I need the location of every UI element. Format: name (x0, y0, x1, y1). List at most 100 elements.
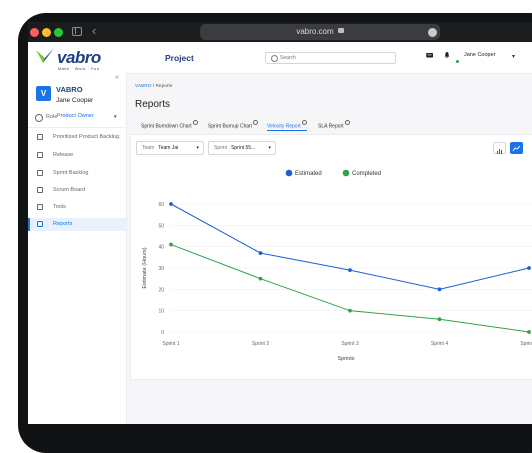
legend-marker (342, 169, 350, 177)
data-point (348, 308, 352, 313)
chart-gridlines (171, 203, 532, 333)
y-tick-labels: 0 10 20 30 40 50 60 (158, 202, 164, 336)
role-value: Product Owner (57, 113, 94, 119)
vabro-logo[interactable]: vabro Make · Work · Fun (35, 47, 101, 71)
maximize-window-icon[interactable] (54, 28, 63, 37)
sidebar: « V VABRO Jane Cooper Role Product Owner… (28, 73, 127, 424)
role-chevron-icon: ▾ (114, 114, 117, 120)
header-user-name[interactable]: Jane Cooper (464, 52, 496, 58)
y-tick-label: 50 (158, 223, 164, 229)
sidebar-item-label: Tools (53, 204, 66, 210)
close-window-icon[interactable] (30, 28, 39, 37)
project-label[interactable]: Project (165, 53, 194, 63)
app-screen: vabro Make · Work · Fun Project Jane Coo… (28, 42, 532, 424)
chart-series (169, 202, 531, 334)
data-point (527, 266, 531, 270)
bell-icon[interactable] (442, 52, 452, 58)
team-select-value: Team Jai (158, 145, 179, 151)
tab-sla-report[interactable]: SLA Report (318, 120, 350, 130)
collapse-sidebar-icon[interactable]: « (115, 74, 119, 81)
tab-label: Velocity Report (267, 123, 301, 130)
user-menu-chevron-icon[interactable]: ▾ (512, 54, 516, 60)
info-icon (344, 120, 350, 125)
bar-chart-icon (497, 149, 502, 154)
sidebar-item-label: Sprint Backlog (53, 170, 89, 176)
lock-icon (337, 28, 344, 34)
search-icon (271, 55, 278, 62)
breadcrumb: VABRO / Reports (135, 84, 172, 89)
series-line-completed (170, 244, 530, 333)
breadcrumb-separator: / (152, 84, 156, 89)
tab-label: Sprint Burndown Chart (141, 123, 192, 130)
y-axis-label: Estimate (Hours) (142, 247, 148, 288)
app-header: vabro Make · Work · Fun Project Jane Coo… (28, 42, 532, 74)
sidebar-item-prioritized-product-backlog[interactable]: Prioritized Product Backlog (28, 131, 126, 144)
logo-tagline: Make · Work · Fun (58, 67, 100, 71)
tab-sprint-burnup-chart[interactable]: Sprint Burnup Chart (208, 120, 259, 130)
data-point (527, 330, 531, 334)
search-input[interactable] (280, 53, 390, 63)
breadcrumb-root[interactable]: VABRO (135, 84, 152, 89)
data-point (348, 268, 352, 273)
x-tick-label: Sprint 2 (252, 341, 269, 347)
sprint-select[interactable]: Sprint Sprint 55... ▾ (208, 141, 276, 155)
x-axis-label: Sprints (337, 356, 354, 362)
tab-velocity-report[interactable]: Velocity Report (267, 120, 307, 131)
search-box[interactable] (265, 52, 396, 64)
chart-legend: Estimated Completed (285, 169, 381, 177)
sidebar-item-label: Prioritized Product Backlog (53, 134, 120, 140)
x-tick-label: Sprint 1 (162, 341, 179, 347)
address-bar[interactable]: vabro.com (200, 24, 440, 40)
x-tick-label: Sprint 3 (341, 341, 358, 347)
chat-icon[interactable] (425, 53, 435, 59)
y-tick-label: 40 (158, 245, 164, 251)
page-action-icon[interactable] (428, 28, 437, 37)
chevron-down-icon: ▾ (268, 145, 271, 151)
x-tick-label: Sprint 5 (520, 341, 532, 347)
role-selector[interactable]: Role Product Owner ▾ (34, 112, 119, 124)
sprint-select-value: Sprint 55... (231, 145, 256, 151)
main-content: VABRO / Reports Reports Sprint Burndown … (126, 73, 532, 424)
sidebar-item-label: Release (53, 152, 74, 158)
velocity-chart: Estimated Completed 0 10 20 30 40 50 60 Sprint … (142, 169, 532, 362)
bar-chart-view-button[interactable] (493, 142, 506, 154)
rocket-icon (37, 152, 43, 158)
role-icon (35, 114, 43, 122)
y-tick-label: 30 (158, 266, 164, 272)
sidebar-toggle-icon[interactable] (72, 27, 82, 36)
sidebar-item-label: Reports (53, 221, 73, 227)
minimize-window-icon[interactable] (42, 28, 51, 37)
reports-icon (37, 221, 43, 227)
url-text: vabro.com (296, 27, 334, 36)
back-chevron-icon[interactable]: ‹ (92, 23, 97, 38)
sidebar-item-release[interactable]: Release (28, 149, 126, 162)
data-point (258, 251, 263, 255)
x-tick-label: Sprint 4 (431, 341, 448, 347)
role-label: Role (46, 114, 58, 120)
data-point (437, 317, 442, 322)
team-select[interactable]: Team Team Jai ▾ (136, 141, 204, 155)
org-avatar: V (36, 86, 51, 101)
backlog-icon (37, 134, 43, 140)
line-chart-view-button[interactable] (510, 142, 523, 154)
chevron-down-icon: ▾ (196, 145, 199, 151)
tab-sprint-burndown-chart[interactable]: Sprint Burndown Chart (141, 120, 198, 130)
breadcrumb-current: Reports (155, 84, 173, 89)
tab-label: Sprint Burnup Chart (208, 123, 253, 130)
info-icon (192, 120, 198, 125)
line-chart-icon (512, 145, 521, 152)
sidebar-item-scrum-board[interactable]: Scrum Board (28, 184, 126, 197)
data-point (169, 242, 173, 247)
y-tick-label: 10 (158, 309, 164, 315)
sprint-icon (37, 170, 43, 176)
x-tick-labels: Sprint 1 Sprint 2 Sprint 3 Sprint 4 Sprint 5 (162, 341, 532, 347)
sidebar-item-tools[interactable]: Tools (28, 201, 126, 214)
sidebar-item-label: Scrum Board (53, 187, 86, 193)
y-tick-label: 20 (158, 287, 164, 293)
sidebar-item-reports[interactable]: Reports (28, 218, 126, 231)
data-point (437, 287, 442, 292)
sidebar-item-sprint-backlog[interactable]: Sprint Backlog (28, 167, 126, 180)
online-status-dot (456, 60, 459, 63)
team-select-label: Team (142, 145, 155, 151)
vabro-logo-mark (36, 48, 54, 63)
